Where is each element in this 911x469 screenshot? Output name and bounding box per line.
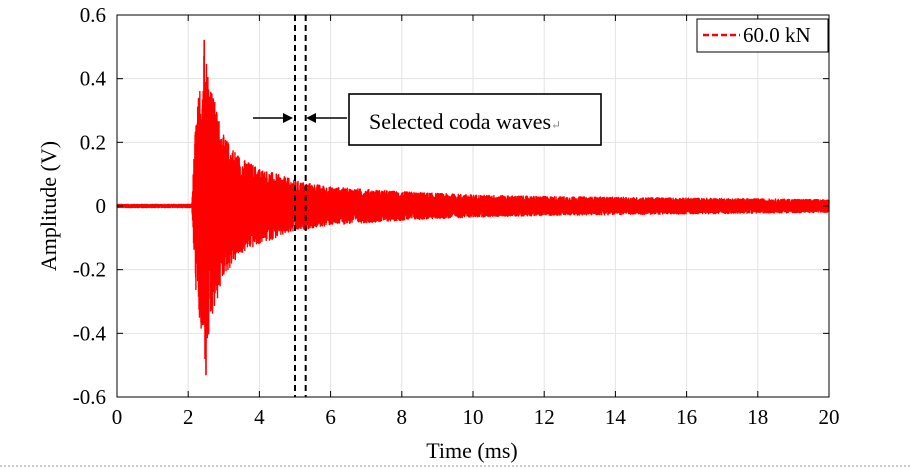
x-tick-label: 6	[325, 405, 336, 429]
x-tick-label: 16	[676, 405, 697, 429]
signal-trace	[116, 39, 830, 376]
return-glyph-icon: ↵	[551, 118, 561, 132]
legend: 60.0 kN	[696, 18, 829, 53]
svg-text:Selected coda waves↵: Selected coda waves↵	[369, 109, 561, 134]
annotation-text: Selected coda waves	[369, 109, 551, 134]
annotation-box: Selected coda waves↵	[348, 93, 602, 146]
y-tick-label: -0.6	[73, 385, 106, 409]
x-tick-label: 20	[819, 405, 840, 429]
legend-label: 60.0 kN	[743, 23, 811, 47]
x-tick-label: 8	[397, 405, 408, 429]
y-tick-label: 0.4	[80, 67, 107, 91]
arrow-right-icon	[306, 113, 347, 123]
y-ticks: 0.6 0.4 0.2 0 -0.2 -0.4 -0.6	[73, 3, 829, 409]
series-line	[116, 39, 830, 376]
selection-arrows	[253, 113, 347, 123]
y-tick-label: 0	[96, 194, 107, 218]
x-tick-label: 12	[534, 405, 555, 429]
x-tick-label: 18	[747, 405, 768, 429]
x-tick-label: 0	[112, 405, 123, 429]
x-tick-label: 4	[254, 405, 265, 429]
x-tick-label: 2	[183, 405, 194, 429]
y-tick-label: 0.6	[80, 3, 106, 27]
selection-window	[294, 15, 307, 397]
y-tick-label: -0.4	[73, 321, 107, 345]
arrow-left-icon	[253, 113, 293, 123]
x-axis-label: Time (ms)	[426, 438, 517, 463]
y-tick-label: 0.2	[80, 130, 106, 154]
x-ticks: 0 2 4 6 8 10 12 14 16 18 20	[112, 15, 840, 429]
y-axis-label: Amplitude (V)	[36, 141, 61, 271]
x-tick-label: 10	[463, 405, 484, 429]
x-tick-label: 14	[605, 405, 627, 429]
y-tick-label: -0.2	[73, 258, 106, 282]
